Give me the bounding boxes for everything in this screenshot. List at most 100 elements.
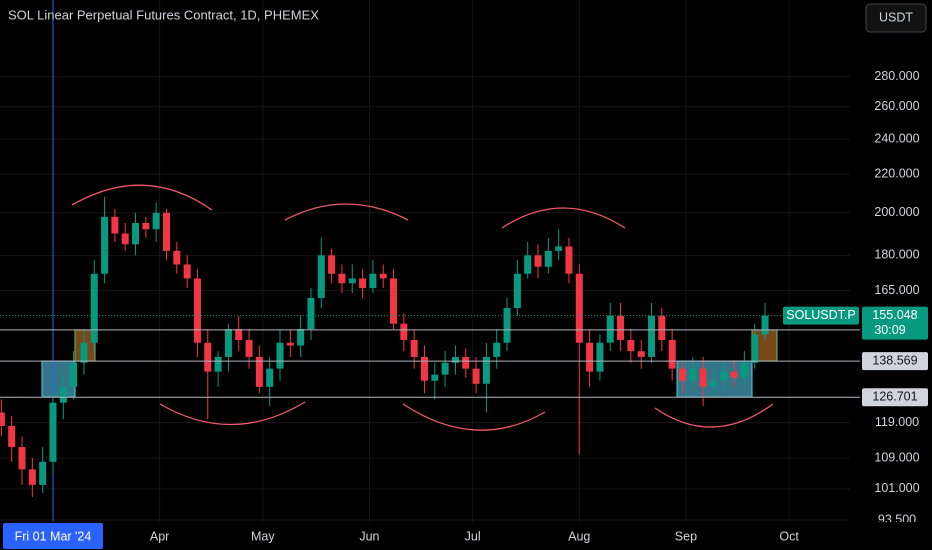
candle-body (338, 273, 346, 284)
candle-body (297, 329, 305, 346)
candle-body (0, 412, 5, 427)
last-price-label: 155.048 (872, 308, 917, 322)
candle-body (348, 278, 356, 284)
candle-body (606, 315, 614, 343)
candle-body (420, 356, 428, 381)
candle-body (493, 342, 501, 357)
candle-body (441, 362, 449, 375)
candle-body (648, 315, 656, 357)
chart-title: SOL Linear Perpetual Futures Contract, 1… (8, 7, 319, 22)
candle-body (379, 273, 387, 279)
candle-body (90, 273, 98, 343)
candle-body (513, 273, 521, 309)
candle-body (162, 212, 170, 251)
zone-box (676, 360, 753, 398)
candle-body (740, 362, 748, 378)
level-label: 126.701 (872, 390, 917, 404)
x-tick-label: Jun (359, 529, 379, 543)
currency-button[interactable] (865, 3, 927, 33)
candle-body (751, 334, 759, 363)
candle-body (431, 374, 439, 381)
y-tick-label: 220.000 (874, 167, 919, 181)
candle-body (544, 250, 552, 267)
overlay: 149.710138.569126.701SOLUSDT.P155.04830:… (0, 306, 928, 407)
x-tick-label: Apr (150, 529, 169, 543)
level-label-box (862, 352, 928, 371)
candle-body (121, 233, 129, 245)
candle-body (317, 255, 325, 298)
x-tick-label: Jul (465, 529, 481, 543)
candle-body (534, 255, 542, 267)
candle-body (59, 386, 67, 403)
candle-body (235, 329, 243, 340)
candle-body (575, 273, 583, 343)
candle-body (451, 356, 459, 363)
grid (0, 0, 850, 522)
candle-body (8, 426, 16, 448)
candle-body (400, 323, 408, 340)
candle-body (111, 216, 119, 234)
y-tick-label: 109.000 (874, 450, 919, 464)
candle-body (565, 246, 573, 274)
candle-body (617, 315, 625, 340)
candle-body (328, 255, 336, 274)
candle-body (39, 461, 47, 485)
y-tick-label: 280.000 (874, 69, 919, 83)
candle-body (28, 469, 36, 485)
symbol-box (783, 306, 859, 325)
candle-body (369, 273, 377, 289)
candle-body (286, 342, 294, 346)
candle-body (255, 356, 263, 387)
arc (402, 403, 546, 431)
candle-body (637, 351, 645, 357)
candle-body (730, 371, 738, 378)
candle-body (193, 278, 201, 343)
candle-body (276, 342, 284, 369)
last-price-box (862, 306, 928, 340)
candle-body (224, 329, 232, 357)
y-tick-label: 200.000 (874, 205, 919, 219)
candle-body (307, 297, 315, 330)
candle-body (152, 212, 160, 230)
candle-body (699, 368, 707, 387)
candle-body (173, 250, 181, 265)
candle-body (596, 342, 604, 372)
arcs (71, 184, 774, 431)
y-tick-label: 180.000 (874, 248, 919, 262)
crosshair-label-box (2, 523, 103, 549)
countdown-label: 30:09 (874, 323, 905, 337)
candle-body (678, 368, 686, 381)
candle-body (472, 368, 480, 384)
candle-body (132, 223, 140, 245)
candle-body (689, 368, 697, 381)
candle-body (214, 356, 222, 372)
candle-body (720, 371, 728, 381)
x-tick-label: Oct (779, 529, 799, 543)
candle-body (142, 223, 150, 230)
level-label-box (862, 388, 928, 407)
candle-body (266, 368, 274, 387)
candle-body (627, 339, 635, 352)
candle-body (18, 447, 26, 470)
candle-body (462, 356, 470, 369)
arc (71, 184, 213, 211)
x-tick-label: Aug (568, 529, 590, 543)
level-label: 138.569 (872, 353, 917, 367)
candle-body (80, 342, 88, 363)
y-tick-label: 240.000 (874, 131, 919, 145)
currency-label[interactable]: USDT (879, 10, 913, 24)
candle-body (204, 342, 212, 372)
candle-body (101, 216, 109, 274)
crosshair-label: Fri 01 Mar '24 (15, 529, 92, 543)
candle-body (555, 246, 563, 251)
arc (159, 401, 306, 426)
candle-body (761, 315, 769, 335)
candle-body (70, 362, 78, 387)
candle-body (658, 315, 666, 340)
arc (501, 207, 626, 229)
y-tick-label: 260.000 (874, 99, 919, 113)
candle-body (410, 339, 418, 357)
